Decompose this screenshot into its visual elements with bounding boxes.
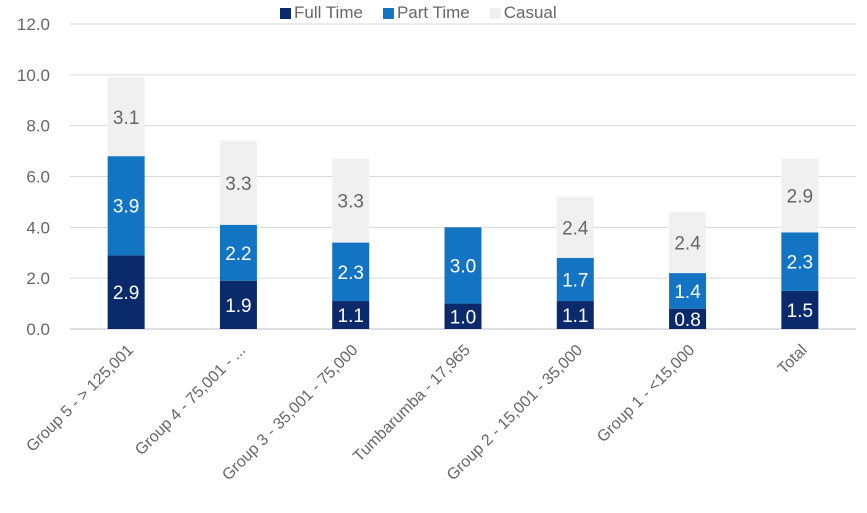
bar-segment: [669, 273, 707, 309]
y-tick-label: 2.0: [26, 269, 50, 288]
bar-segment: [219, 224, 257, 281]
y-tick-label: 8.0: [26, 117, 50, 136]
legend-label: Full Time: [294, 3, 363, 22]
data-label: 1.4: [674, 282, 701, 303]
bar-segment: [107, 255, 145, 329]
y-axis: 0.0 2.0 4.0 6.0 8.0 10.0 12.0: [17, 15, 50, 339]
data-label: 2.3: [787, 253, 813, 274]
bar-segment: [332, 158, 370, 243]
bar-segment: [219, 280, 257, 329]
y-tick-label: 12.0: [17, 15, 50, 34]
legend-label: Casual: [504, 3, 557, 22]
data-label: 2.4: [562, 218, 589, 239]
data-label: 2.4: [674, 234, 701, 255]
bars-group: 2.9 3.9 3.1 1.9 2.2 3.3 1.1 2.3 3.3 1.0 3.0 1.1 1.7 2…: [107, 77, 819, 331]
data-label: 2.9: [787, 187, 813, 208]
x-tick-label: Group 5 - > 125,001: [23, 342, 137, 456]
x-tick-label: Tumbarumba - 17,965: [350, 342, 474, 466]
legend-label: Part Time: [397, 3, 470, 22]
bar-segment: [556, 196, 594, 258]
x-tick-label: Group 2 - 15,001 - 35,000: [444, 342, 586, 484]
chart-legend: Full Time Part Time Casual: [280, 3, 557, 22]
legend-swatch: [382, 8, 394, 19]
data-label: 1.1: [338, 306, 364, 327]
y-tick-label: 6.0: [26, 168, 50, 187]
y-gridlines: [70, 23, 856, 330]
data-label: 3.9: [113, 197, 139, 218]
bar-segment: [444, 227, 482, 304]
bar-segment: [556, 257, 594, 302]
bar-segment: [781, 232, 819, 291]
x-tick-label: Total: [775, 342, 811, 378]
x-tick-label: Group 1 - <15,000: [594, 342, 698, 446]
bar-segment: [556, 301, 594, 329]
data-label: 1.9: [225, 296, 251, 317]
data-label: 1.5: [787, 301, 813, 322]
y-tick-label: 0.0: [26, 320, 50, 339]
data-label: 1.1: [562, 306, 588, 327]
data-label: 3.3: [225, 174, 251, 195]
bar-segment: [444, 303, 482, 329]
data-label: 3.1: [113, 108, 139, 129]
bar-segment: [219, 140, 257, 225]
bar-segment: [781, 158, 819, 233]
legend-swatch: [489, 8, 501, 19]
data-label: 3.3: [338, 192, 364, 213]
bar-segment: [669, 308, 707, 329]
data-label: 2.9: [113, 283, 139, 304]
bar-segment: [781, 290, 819, 329]
bar-segment: [669, 212, 707, 274]
bar-segment: [332, 242, 370, 302]
data-label: 2.2: [225, 244, 251, 265]
x-tick-label: Group 4 - 75,001 - ...: [132, 342, 249, 459]
y-tick-label: 10.0: [17, 66, 50, 85]
x-tick-label: Group 3 - 35,001 - 75,000: [219, 342, 361, 484]
bar-segment: [332, 301, 370, 329]
data-label: 2.3: [338, 263, 364, 284]
data-label: 1.7: [562, 270, 588, 291]
data-label: 3.0: [450, 256, 476, 277]
legend-swatch: [280, 8, 291, 19]
bar-segment: [107, 77, 145, 157]
data-label: 0.8: [674, 310, 700, 331]
y-tick-label: 4.0: [26, 218, 50, 237]
data-label: 1.0: [450, 307, 476, 328]
bar-segment: [107, 156, 145, 256]
